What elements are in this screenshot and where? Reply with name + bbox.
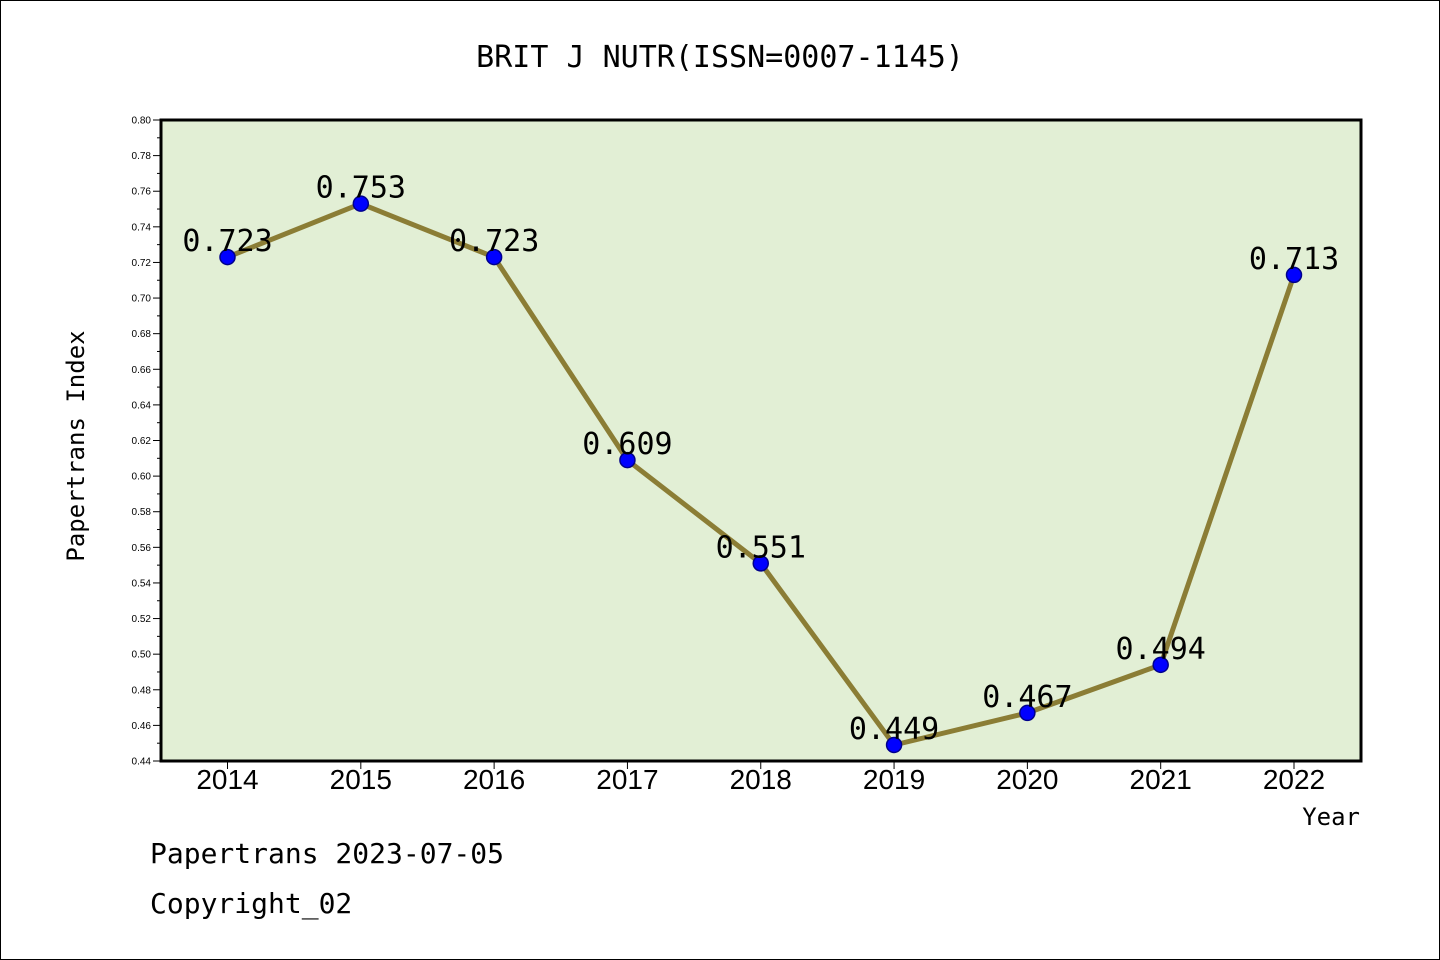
y-tick-label: 0.66 [132, 365, 152, 376]
y-tick-label: 0.48 [132, 685, 152, 696]
data-label: 0.551 [716, 530, 806, 565]
y-tick-label: 0.64 [132, 400, 152, 411]
y-tick-label: 0.44 [132, 757, 152, 768]
y-tick-label: 0.50 [132, 650, 152, 661]
y-tick-label: 0.46 [132, 721, 152, 732]
data-label: 0.713 [1249, 242, 1339, 277]
x-tick-label: 2014 [196, 764, 258, 795]
data-markers [219, 195, 1303, 754]
data-label: 0.753 [316, 171, 406, 206]
data-point [1019, 704, 1036, 722]
x-tick-label: 2019 [863, 764, 925, 795]
x-tick-label: 2016 [463, 764, 525, 795]
y-tick-label: 0.70 [132, 294, 152, 305]
y-tick-label: 0.72 [132, 258, 152, 269]
x-tick-label: 2021 [1130, 764, 1192, 795]
footer-date: Papertrans 2023-07-05 [150, 837, 504, 870]
data-label: 0.723 [182, 224, 272, 259]
x-axis: 2014 2015 2016 2017 2018 2019 2020 2021 2022 [196, 761, 1325, 795]
y-tick-label: 0.78 [132, 151, 152, 162]
data-point [485, 248, 503, 266]
x-tick-label: 2018 [730, 764, 792, 795]
y-tick-label: 0.56 [132, 543, 152, 554]
chart-title: BRIT J NUTR(ISSN=0007-1145) [476, 40, 964, 75]
y-tick-label: 0.68 [132, 329, 152, 340]
y-tick-label: 0.76 [132, 187, 152, 198]
y-tick-label: 0.74 [132, 222, 152, 233]
y-tick-label: 0.80 [132, 116, 152, 127]
y-tick-label: 0.60 [132, 472, 152, 483]
data-point [752, 555, 769, 572]
data-label: 0.723 [449, 224, 539, 259]
data-labels: 0.723 0.753 0.723 0.609 0.551 0.449 0.467 0.494… [182, 171, 1339, 747]
plot-area [161, 120, 1361, 761]
plot-border [159, 118, 1363, 763]
x-tick-label: 2017 [596, 764, 658, 795]
data-label: 0.609 [582, 427, 672, 462]
x-tick-label: 2015 [330, 764, 392, 795]
data-label: 0.494 [1116, 632, 1206, 667]
y-axis-label: Papertrans Index [62, 330, 90, 561]
y-tick-label: 0.58 [132, 507, 152, 518]
data-point [352, 195, 370, 212]
data-point [885, 736, 903, 754]
data-point [619, 451, 636, 469]
data-label: 0.467 [982, 680, 1072, 715]
x-tick-label: 2020 [996, 764, 1058, 795]
data-point [1285, 266, 1303, 284]
data-label: 0.449 [849, 712, 939, 747]
y-tick-label: 0.52 [132, 614, 152, 625]
data-point [1152, 656, 1169, 674]
x-tick-label: 2022 [1263, 764, 1325, 795]
data-point [219, 248, 236, 266]
y-tick-label: 0.62 [132, 436, 152, 447]
y-tick-label: 0.54 [132, 578, 152, 589]
x-axis-label: Year [1302, 803, 1360, 831]
y-axis: 0.44 0.46 0.48 0.50 0.52 0.54 0.56 0.58 0.60 0.62… [132, 116, 161, 768]
footer-copyright: Copyright_02 [150, 887, 352, 921]
